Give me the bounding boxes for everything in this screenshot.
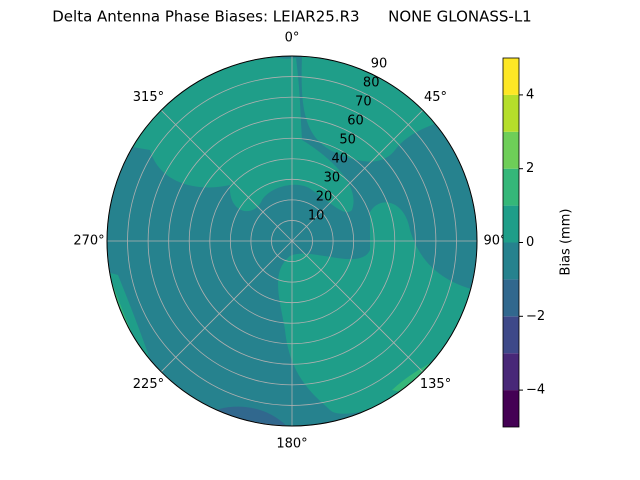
radial-tick-label: 90 bbox=[371, 57, 388, 72]
angle-tick-label: 315° bbox=[133, 90, 164, 105]
chart-title: Delta Antenna Phase Biases: LEIAR25.R3 N… bbox=[52, 8, 531, 26]
radial-tick-label: 60 bbox=[347, 114, 364, 129]
angle-tick-label: 90° bbox=[483, 234, 506, 249]
colorbar-segment bbox=[503, 58, 519, 95]
colorbar-tick-label: 2 bbox=[526, 161, 534, 176]
angle-tick-label: 135° bbox=[420, 377, 451, 392]
radial-tick-label: 20 bbox=[316, 190, 333, 205]
contour-region bbox=[301, 56, 477, 162]
colorbar-segment bbox=[503, 390, 519, 427]
polar-frame bbox=[106, 55, 478, 427]
colorbar-segment bbox=[503, 316, 519, 354]
angle-tick-label: 270° bbox=[73, 234, 104, 249]
colorbar-segment bbox=[503, 131, 519, 169]
angular-grid-line bbox=[160, 109, 293, 242]
radial-tick-label: 40 bbox=[331, 152, 348, 167]
angle-tick-label: 0° bbox=[285, 31, 300, 46]
colorbar-segment bbox=[503, 279, 519, 317]
colorbar-label: Bias (mm) bbox=[559, 209, 574, 276]
colorbar-segment bbox=[503, 242, 519, 280]
angle-tick-label: 45° bbox=[424, 90, 447, 105]
colorbar-tick-label: −4 bbox=[526, 383, 545, 398]
radial-tick-label: 70 bbox=[355, 95, 372, 110]
contour-region bbox=[278, 202, 477, 414]
colorbar-tick-label: 4 bbox=[526, 87, 534, 102]
colorbar-segment bbox=[503, 353, 519, 391]
angle-tick-label: 225° bbox=[133, 377, 164, 392]
colorbar-tick-label: 0 bbox=[526, 235, 534, 250]
radial-tick-label: 80 bbox=[363, 76, 380, 91]
angle-tick-label: 180° bbox=[276, 437, 307, 452]
colorbar-segment bbox=[503, 205, 519, 243]
radial-tick-label: 10 bbox=[308, 209, 325, 224]
colorbar-segment bbox=[503, 94, 519, 132]
colorbar-tick-label: −2 bbox=[526, 309, 545, 324]
angular-grid-line bbox=[160, 240, 293, 373]
radial-tick-label: 50 bbox=[339, 133, 356, 148]
colorbar-segment bbox=[503, 168, 519, 206]
angular-grid-line bbox=[291, 240, 424, 373]
angular-grid-line bbox=[291, 109, 424, 242]
radial-tick-label: 30 bbox=[324, 171, 341, 186]
